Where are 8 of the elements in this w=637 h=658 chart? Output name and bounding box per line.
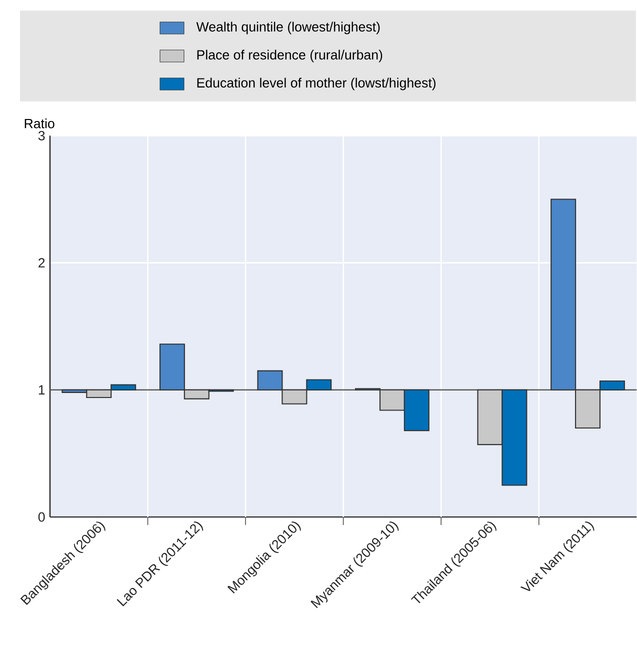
y-tick-label: 2 — [38, 258, 44, 268]
y-tick-label: 3 — [38, 130, 45, 140]
legend-label: Place of residence (rural/urban) — [197, 50, 382, 62]
y-tick-label: 1 — [38, 385, 44, 394]
y-axis-title: Ratio — [24, 118, 54, 128]
legend-label: Education level of mother (lowst/highest) — [197, 78, 436, 90]
legend-label: Wealth quintile (lowest/highest) — [196, 22, 380, 34]
y-tick-label: 0 — [38, 512, 45, 522]
